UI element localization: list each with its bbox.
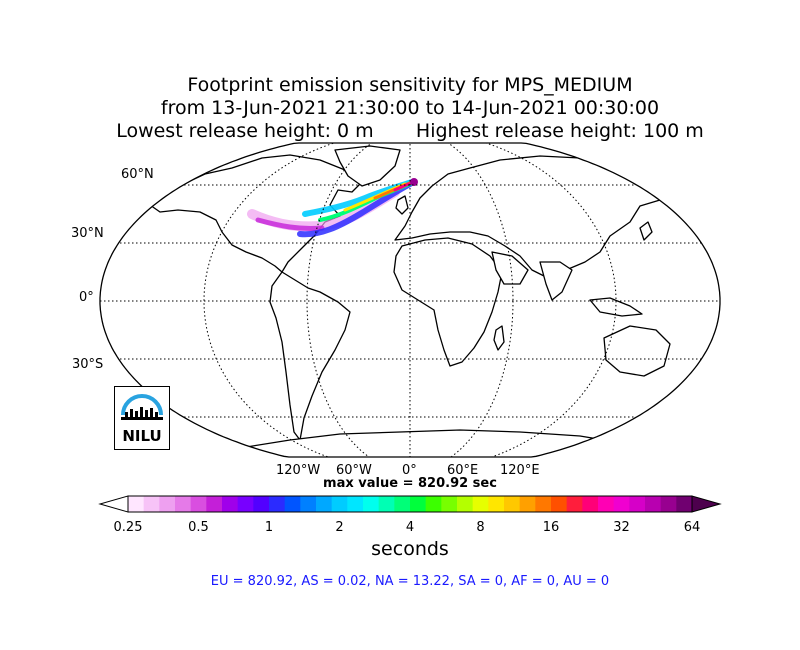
colorbar-segment [660, 496, 677, 512]
lat-label-60n: 60°N [121, 167, 154, 182]
colorbar-segment [143, 496, 160, 512]
colorbar-segment [269, 496, 286, 512]
madagascar-outline [493, 325, 505, 351]
title-line-2: from 13-Jun-2021 21:30:00 to 14-Jun-2021… [160, 97, 660, 119]
eurasia-outline [394, 155, 673, 279]
colorbar-segment [394, 496, 411, 512]
colorbar-segment [629, 496, 646, 512]
colorbar-segment [613, 496, 630, 512]
lat-label-30n: 30°N [71, 226, 104, 241]
colorbar-tick-label: 1 [264, 520, 274, 535]
antarctica-outline [199, 429, 701, 457]
africa-outline [393, 237, 503, 367]
colorbar-tick-label: 64 [683, 520, 701, 535]
colorbar-segment [284, 496, 301, 512]
lon-label-60w: 60°W [336, 463, 372, 478]
colorbar-segment [237, 496, 254, 512]
title-line-3: Lowest release height: 0 m Highest relea… [116, 120, 704, 142]
colorbar-tick-label: 16 [542, 520, 560, 535]
colorbar-segment [535, 496, 552, 512]
colorbar-over-arrow [691, 495, 722, 513]
colorbar-segment [190, 496, 207, 512]
lat-label-30s: 30°S [72, 357, 104, 372]
colorbar-border [127, 495, 693, 513]
colorbar-segment [441, 496, 458, 512]
greenland-outline [334, 145, 401, 187]
colorbar-segment [410, 496, 427, 512]
colorbar [98, 495, 722, 513]
nilu-logo-icon [121, 394, 163, 420]
colorbar-tick-label: 0.25 [113, 520, 143, 535]
colorbar-tick-label: 4 [405, 520, 415, 535]
colorbar-segment [676, 496, 693, 512]
colorbar-segment [347, 496, 364, 512]
new-zealand-outline [687, 373, 697, 393]
colorbar-segment [488, 496, 505, 512]
map-boundary [99, 142, 721, 458]
lon-label-120w: 120°W [276, 463, 321, 478]
colorbar-tick-label: 0.5 [188, 520, 209, 535]
lon-label-60e: 60°E [447, 463, 479, 478]
lon-label-0: 0° [402, 463, 417, 478]
colorbar-segment [316, 496, 333, 512]
graticule [100, 143, 720, 457]
colorbar-segment [457, 496, 474, 512]
colorbar-segment [253, 496, 270, 512]
lat-label-equator: 0° [79, 290, 94, 305]
colorbar-segment [331, 496, 348, 512]
australia-outline [603, 325, 671, 377]
colorbar-segment [159, 496, 176, 512]
colorbar-tick-label: 32 [613, 520, 630, 535]
indonesia-outline [589, 297, 643, 317]
colorbar-tick-label: 2 [335, 520, 344, 535]
colorbar-segment [378, 496, 395, 512]
south-america-outline [269, 271, 351, 441]
colorbar-segment [519, 496, 536, 512]
lon-label-120e: 120°E [500, 463, 540, 478]
japan-outline [639, 221, 653, 241]
max-value-label: max value = 820.92 sec [323, 476, 497, 491]
colorbar-segment [175, 496, 192, 512]
colorbar-segment [598, 496, 615, 512]
arabia-outline [491, 251, 529, 285]
title-line-1: Footprint emission sensitivity for MPS_M… [187, 74, 633, 96]
colorbar-segment [425, 496, 442, 512]
colorbar-tick-label: 8 [476, 520, 485, 535]
footprint-plume [247, 178, 418, 238]
colorbar-segment [222, 496, 239, 512]
colorbar-under-arrow [98, 495, 129, 513]
colorbar-segment [645, 496, 662, 512]
nilu-logo: NILU [114, 386, 170, 450]
colorbar-segment [206, 496, 223, 512]
colorbar-units: seconds [371, 538, 449, 560]
colorbar-segment [566, 496, 583, 512]
colorbar-segment [504, 496, 521, 512]
colorbar-segment [472, 496, 489, 512]
colorbar-segment [300, 496, 317, 512]
colorbar-segment [363, 496, 380, 512]
colorbar-segment [582, 496, 599, 512]
nilu-logo-text: NILU [122, 427, 162, 445]
colorbar-segment [128, 496, 145, 512]
india-outline [539, 261, 573, 301]
britain-outline [395, 195, 409, 215]
region-totals: EU = 820.92, AS = 0.02, NA = 13.22, SA =… [210, 574, 610, 589]
colorbar-segment [551, 496, 568, 512]
